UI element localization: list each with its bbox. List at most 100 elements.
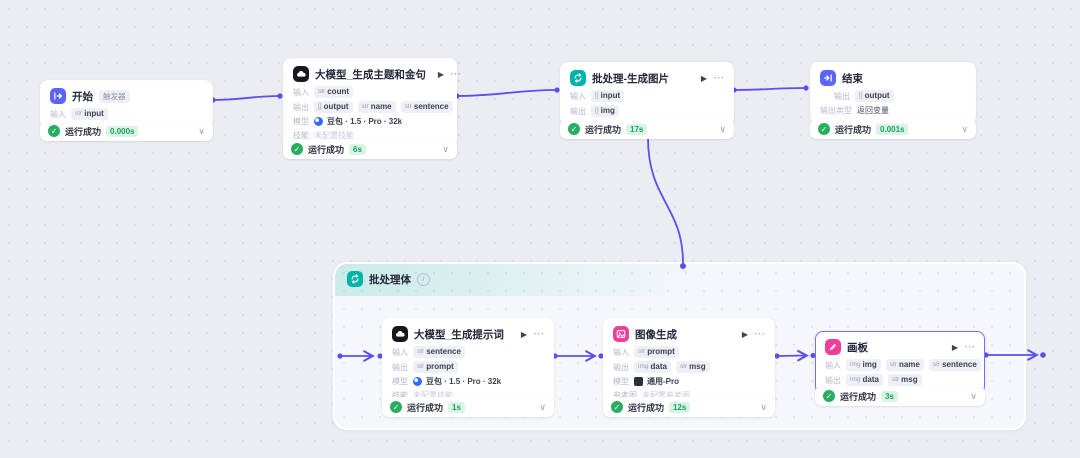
run-node-icon[interactable]: ▶	[951, 342, 958, 352]
node-canvas-board[interactable]: 画板 ▶ ⋯ 输入 img img str name str sentence 输出 …	[815, 331, 985, 394]
row-label-input: 输入	[293, 87, 309, 97]
row-label-model: 模型	[613, 377, 629, 386]
var-tag: str msg	[887, 374, 922, 386]
var-tag: str sentence	[400, 101, 453, 113]
status-bar-llm-topic[interactable]: ✓ 运行成功 6s ∨	[283, 139, 457, 159]
row-label-output: 输出	[825, 375, 841, 385]
batch-icon	[570, 70, 586, 86]
more-menu-icon[interactable]: ⋯	[964, 341, 975, 353]
model-value: 通用-Pro	[634, 376, 679, 387]
run-node-icon[interactable]: ▶	[700, 73, 707, 83]
row-label-output: 输出	[613, 362, 629, 372]
edge-batch-gen-to-group[interactable]	[647, 137, 684, 264]
status-text: 运行成功	[835, 124, 872, 135]
var-tag: str input	[71, 108, 108, 120]
duration-badge: 0.001s	[876, 123, 909, 135]
success-check-icon: ✓	[568, 123, 580, 135]
node-title: 大模型_生成主题和金句	[315, 68, 426, 81]
node-title: 画板	[847, 341, 868, 354]
status-bar-batch-gen[interactable]: ✓ 运行成功 17s ∨	[560, 119, 734, 139]
doubao-model-icon	[413, 377, 422, 386]
row-label-output-type: 输出类型	[820, 106, 852, 115]
node-llm-prompt[interactable]: 大模型_生成提示词 ▶ ⋯ 输入 str sentence 输出 str promp…	[382, 318, 554, 409]
run-node-icon[interactable]: ▶	[437, 69, 444, 79]
var-tag: str prompt	[634, 346, 679, 358]
edge-llm-topic-to-batch-gen[interactable]	[456, 89, 557, 97]
success-check-icon: ✓	[390, 401, 402, 413]
skill-value: 未配置技能	[413, 391, 453, 400]
row-label-skill: 技能	[293, 131, 309, 140]
node-image-gen[interactable]: 图像生成 ▶ ⋯ 输入 str prompt 输出 img data str msg …	[603, 318, 775, 409]
status-bar-image-gen[interactable]: ✓ 运行成功 12s ∨	[603, 397, 775, 417]
row-label-ref-image: 参考图	[613, 391, 637, 400]
node-llm-topic[interactable]: 大模型_生成主题和金句 ▶ ⋯ 输入 str count 输出 [] output …	[283, 58, 461, 149]
chevron-down-icon[interactable]: ∨	[539, 401, 546, 412]
node-batch-gen[interactable]: 批处理-生成图片 ▶ ⋯ 输入 [] input 输出 [] img	[560, 62, 734, 125]
row-label-input: 输入	[825, 360, 841, 370]
status-text: 运行成功	[65, 126, 102, 137]
success-check-icon: ✓	[611, 401, 623, 413]
model-value: 豆包 · 1.5 · Pro · 32k	[314, 116, 402, 127]
var-tag: img data	[634, 361, 671, 373]
var-tag: img data	[846, 374, 883, 386]
node-title: 开始	[72, 90, 93, 103]
row-label-input: 输入	[613, 347, 629, 357]
duration-badge: 3s	[881, 390, 898, 402]
more-menu-icon[interactable]: ⋯	[713, 72, 724, 84]
llm-icon	[392, 326, 408, 342]
var-tag: [] output	[855, 90, 894, 102]
more-menu-icon[interactable]: ⋯	[450, 68, 461, 80]
row-label-model: 模型	[293, 117, 309, 126]
success-check-icon: ✓	[823, 390, 835, 402]
success-check-icon: ✓	[48, 125, 60, 137]
duration-badge: 17s	[626, 123, 648, 135]
doubao-model-icon	[314, 117, 323, 126]
run-node-icon[interactable]: ▶	[741, 329, 748, 339]
edge-image-gen-to-canvas-board[interactable]	[777, 349, 809, 362]
row-label-input: 输入	[50, 109, 66, 119]
run-node-icon[interactable]: ▶	[520, 329, 527, 339]
row-label-model: 模型	[392, 377, 408, 386]
duration-badge: 1s	[448, 401, 465, 413]
var-tag: str name	[357, 101, 396, 113]
status-bar-end[interactable]: ✓ 运行成功 0.001s ∨	[810, 119, 976, 139]
chevron-down-icon[interactable]: ∨	[760, 401, 767, 412]
model-value: 豆包 · 1.5 · Pro · 32k	[413, 376, 501, 387]
output-type-value: 返回变量	[857, 106, 889, 115]
var-tag: str name	[885, 359, 924, 371]
image-gen-icon	[613, 326, 629, 342]
row-label-output: 输出	[570, 106, 586, 116]
row-label-output: 输出	[392, 362, 408, 372]
more-menu-icon[interactable]: ⋯	[533, 328, 544, 340]
node-title: 结束	[842, 72, 863, 85]
var-tag: str sentence	[413, 346, 465, 358]
status-text: 运行成功	[585, 124, 622, 135]
edge-start-to-llm-topic[interactable]	[212, 95, 280, 101]
chevron-down-icon[interactable]: ∨	[719, 123, 726, 134]
row-label-output: 输出	[834, 91, 850, 101]
var-tag: str msg	[675, 361, 710, 373]
node-end[interactable]: 结束 输出 [] output 输出类型 返回变量	[810, 62, 976, 124]
status-bar-start[interactable]: ✓ 运行成功 0.000s ∨	[40, 121, 213, 141]
row-label-input: 输入	[570, 91, 586, 101]
status-text: 运行成功	[628, 402, 665, 413]
row-label-skill: 技能	[392, 391, 408, 400]
chevron-down-icon[interactable]: ∨	[970, 390, 977, 401]
status-text: 运行成功	[308, 144, 345, 155]
status-bar-canvas-board[interactable]: ✓ 运行成功 3s ∨	[815, 386, 985, 406]
batch-group-header-strip	[335, 264, 1024, 296]
chevron-down-icon[interactable]: ∨	[198, 125, 205, 136]
status-bar-llm-prompt[interactable]: ✓ 运行成功 1s ∨	[382, 397, 554, 417]
more-menu-icon[interactable]: ⋯	[754, 328, 765, 340]
row-label-input: 输入	[392, 347, 408, 357]
var-tag: img img	[846, 359, 881, 371]
start-trigger-tag: 触发器	[99, 89, 130, 103]
chevron-down-icon[interactable]: ∨	[961, 123, 968, 134]
edge-batch-gen-to-end[interactable]	[733, 87, 806, 91]
batch-group-icon	[347, 271, 363, 287]
info-icon[interactable]: i	[417, 272, 430, 286]
success-check-icon: ✓	[818, 123, 830, 135]
canvas-board-icon	[825, 339, 841, 355]
chevron-down-icon[interactable]: ∨	[442, 143, 449, 154]
